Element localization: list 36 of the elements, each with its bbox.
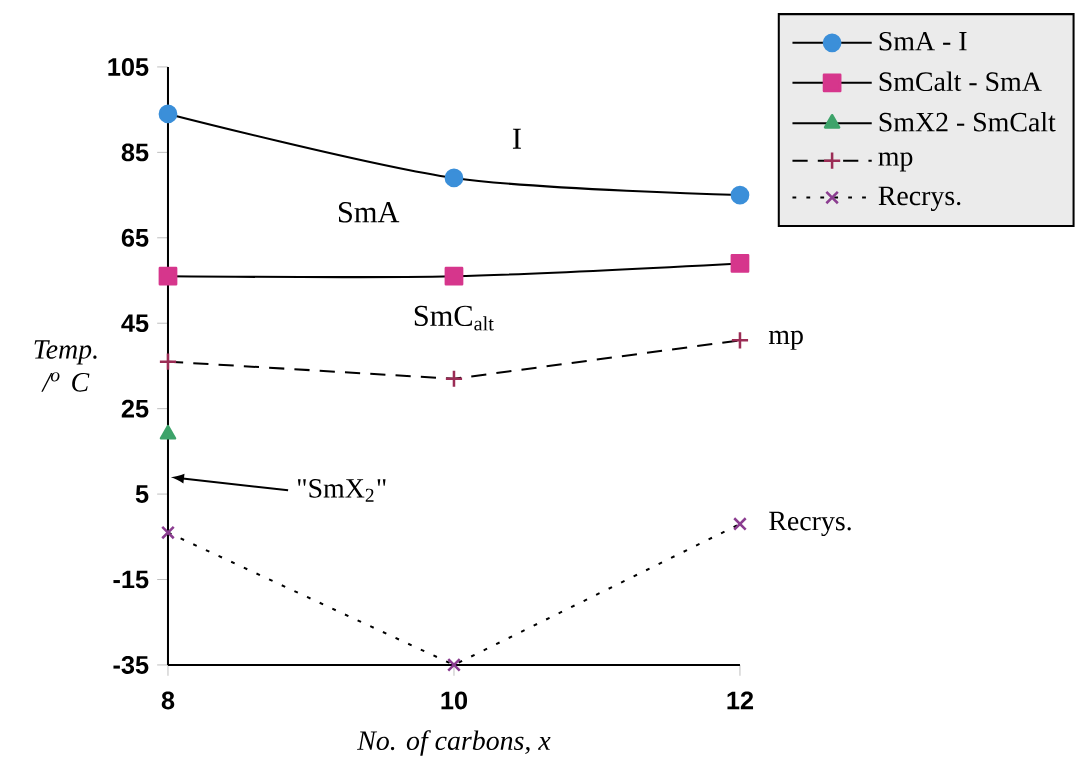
point xyxy=(444,168,464,188)
x-tick-label: 12 xyxy=(727,691,754,710)
legend-label: SmA - I xyxy=(879,31,967,51)
annotation: mp xyxy=(768,330,803,350)
point xyxy=(444,266,464,286)
y-tick-label: 5 xyxy=(135,485,149,503)
point xyxy=(446,657,461,672)
y-tick-label: 85 xyxy=(121,143,149,162)
y-tick-label: 45 xyxy=(121,314,149,333)
y-tick-label: 105 xyxy=(108,58,149,76)
x-tick-label: 10 xyxy=(441,691,468,710)
point xyxy=(158,266,178,286)
point xyxy=(444,369,464,389)
point xyxy=(730,330,750,350)
legend-label: SmX2 - SmCalt xyxy=(879,111,1056,132)
annotation: Recrys. xyxy=(769,511,851,537)
annotation: SmA xyxy=(338,202,400,223)
point xyxy=(730,185,750,205)
legend-label: Recrys. xyxy=(878,186,961,211)
y-tick-label: 65 xyxy=(121,228,149,247)
point xyxy=(732,517,747,531)
y-tick-label: 25 xyxy=(121,399,149,418)
legend-label: SmCalt - SmA xyxy=(879,71,1042,92)
y-tick-label: -35 xyxy=(113,655,149,674)
x-tick-label: 8 xyxy=(161,691,175,710)
y-tick-label: -15 xyxy=(113,570,149,589)
point xyxy=(160,525,175,540)
point xyxy=(158,352,178,372)
point xyxy=(158,104,178,124)
x-axis-title: No. of carbons, x xyxy=(357,730,551,756)
annotation: "SmX$_{2}$" xyxy=(297,479,386,502)
y-axis-title: Temp. /$^{o}$ C xyxy=(34,340,97,392)
annotation: I xyxy=(512,128,521,149)
point xyxy=(730,254,750,273)
legend-label: mp xyxy=(878,152,913,172)
annotation: SmC$_{alt}$ xyxy=(414,305,494,331)
